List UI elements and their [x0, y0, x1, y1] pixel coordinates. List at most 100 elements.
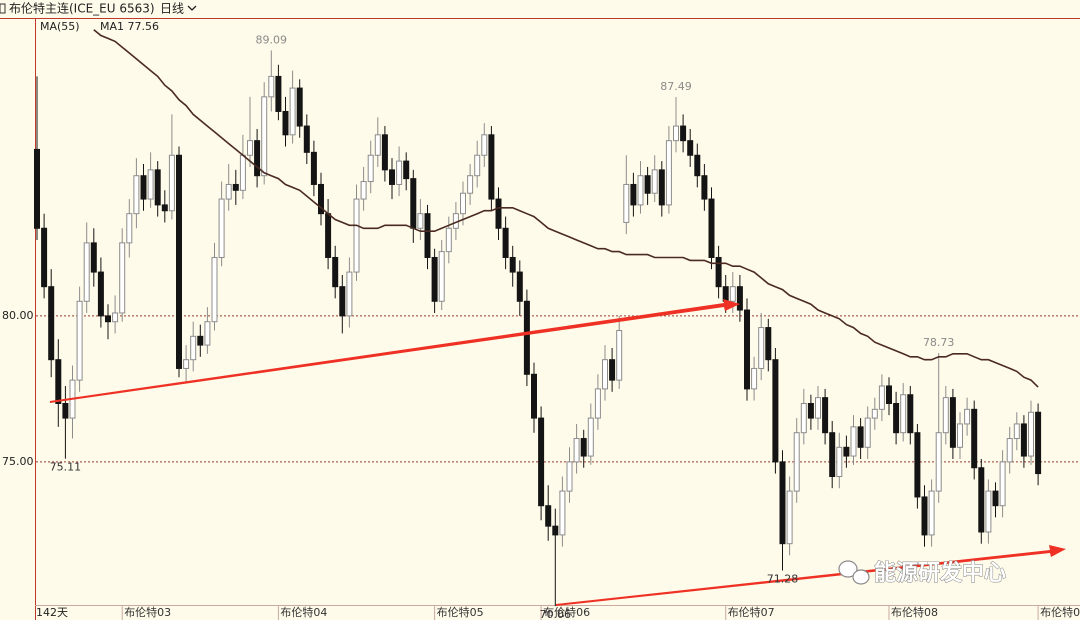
candle-body: [133, 175, 140, 215]
candle-body: [580, 438, 587, 457]
candle-body: [736, 286, 743, 311]
candle-body: [389, 169, 395, 185]
extreme-label: 89.09: [256, 33, 288, 46]
candle-body: [999, 461, 1006, 507]
extreme-label: 70.06: [540, 608, 572, 620]
candle-body: [729, 286, 736, 302]
candle-body: [971, 408, 978, 469]
candle-body: [942, 397, 949, 434]
candle-body: [204, 321, 211, 346]
candle-body: [928, 490, 935, 536]
candle-body: [1028, 411, 1034, 457]
candle-body: [34, 148, 40, 229]
candle-body: [559, 490, 566, 536]
candle-body: [935, 432, 942, 492]
candle-body: [907, 394, 914, 434]
candle-body: [481, 134, 488, 156]
candle-body: [843, 446, 850, 457]
candle-body: [176, 154, 182, 369]
candle-body: [623, 183, 630, 223]
candle-body: [992, 490, 999, 507]
candle-body: [410, 178, 417, 229]
candle-body: [232, 183, 239, 191]
candle-body: [261, 96, 268, 177]
y-tick-label: 80.00: [2, 309, 34, 322]
candle-body: [211, 256, 218, 323]
candle-body: [396, 160, 403, 185]
candle-body: [772, 359, 779, 463]
candle-body: [985, 490, 992, 533]
candle-body: [722, 286, 729, 302]
candle-body: [467, 175, 474, 194]
candle-body: [183, 359, 190, 369]
candle-body: [495, 198, 502, 229]
candle-body: [964, 408, 971, 425]
y-tick-label: 75.00: [2, 455, 34, 468]
candle-body: [161, 204, 168, 212]
candle-body: [90, 242, 97, 273]
candle-body: [403, 160, 410, 180]
candle-body: [310, 151, 317, 185]
candle-body: [225, 183, 232, 200]
candle-body: [850, 426, 857, 457]
candle-body: [147, 169, 154, 200]
candle-body: [680, 125, 687, 142]
candle-body: [1020, 423, 1027, 457]
candle-body: [829, 432, 836, 478]
candle-body: [701, 175, 708, 200]
candle-body: [523, 300, 530, 375]
watermark-text: 能源研发中心: [874, 560, 1006, 586]
candle-body: [97, 271, 104, 317]
candle-body: [41, 227, 48, 288]
candle-body: [886, 385, 892, 404]
x-tick-label: 布伦特08: [891, 605, 938, 619]
candle-body: [900, 394, 907, 434]
candle-body: [318, 183, 324, 215]
candle-body: [978, 467, 985, 533]
candle-body: [83, 242, 90, 302]
candle-body: [62, 402, 69, 419]
candle-body: [460, 192, 466, 215]
candle-body: [957, 423, 963, 448]
candle-body: [325, 213, 332, 258]
candle-body: [893, 402, 900, 434]
extreme-label: 71.28: [767, 573, 799, 586]
candle-body: [658, 169, 665, 206]
candle-body: [637, 175, 644, 206]
candle-body: [616, 329, 623, 381]
candle-body: [545, 505, 552, 527]
trend-arrow: [556, 545, 1066, 606]
candle-body: [914, 432, 921, 498]
candle-body: [218, 198, 225, 258]
indicator-value: MA1 77.56: [100, 20, 159, 33]
candle-body: [474, 154, 481, 177]
candle-body: [1006, 438, 1013, 463]
candle-body: [55, 359, 62, 404]
candle-body: [247, 140, 253, 156]
x-tick-label: 布伦特0: [1040, 605, 1080, 619]
candle-body: [374, 134, 381, 156]
candle-body: [48, 286, 55, 361]
period-selector[interactable]: 日线: [160, 2, 184, 16]
candle-body: [602, 359, 608, 390]
candle-body: [438, 251, 445, 302]
candle-body: [417, 213, 424, 229]
candle-body: [807, 402, 814, 419]
candle-body: [303, 125, 310, 153]
candle-body: [765, 327, 772, 361]
candle-body: [687, 140, 694, 156]
candle-body: [673, 125, 679, 142]
x-tick-label: 布伦特06: [543, 605, 590, 619]
candle-body: [381, 134, 388, 171]
bar-count-label: 142天: [36, 606, 68, 619]
candle-body: [1013, 423, 1020, 440]
candle-body: [282, 110, 289, 136]
period-chevron[interactable]: [187, 5, 197, 11]
candle-body: [126, 213, 133, 244]
candle-body: [815, 397, 821, 419]
candle-body: [857, 426, 864, 448]
candle-body: [268, 75, 275, 98]
candle-body: [254, 140, 261, 177]
